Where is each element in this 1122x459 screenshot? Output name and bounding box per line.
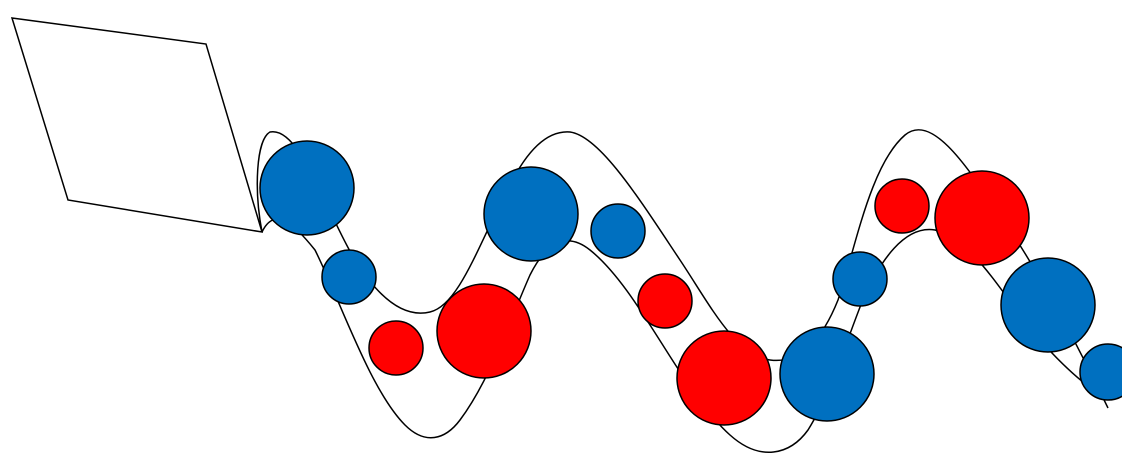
bead-2 — [321, 249, 377, 305]
bead-5 — [483, 166, 579, 262]
bead-13 — [1000, 257, 1096, 353]
wave-band-upper-edge — [256, 129, 1109, 409]
bead-7 — [637, 273, 693, 329]
bead-8 — [676, 330, 772, 426]
bead-10 — [832, 251, 888, 307]
bead-4 — [436, 283, 532, 379]
bead-1 — [259, 140, 355, 236]
parallelogram-shape — [10, 17, 264, 233]
bead-9 — [779, 326, 875, 422]
bead-12 — [934, 170, 1030, 266]
bead-3 — [368, 320, 424, 376]
bead-11 — [874, 178, 930, 234]
beads-group — [259, 140, 1122, 426]
bead-6 — [590, 203, 646, 259]
bead-14 — [1079, 343, 1122, 401]
